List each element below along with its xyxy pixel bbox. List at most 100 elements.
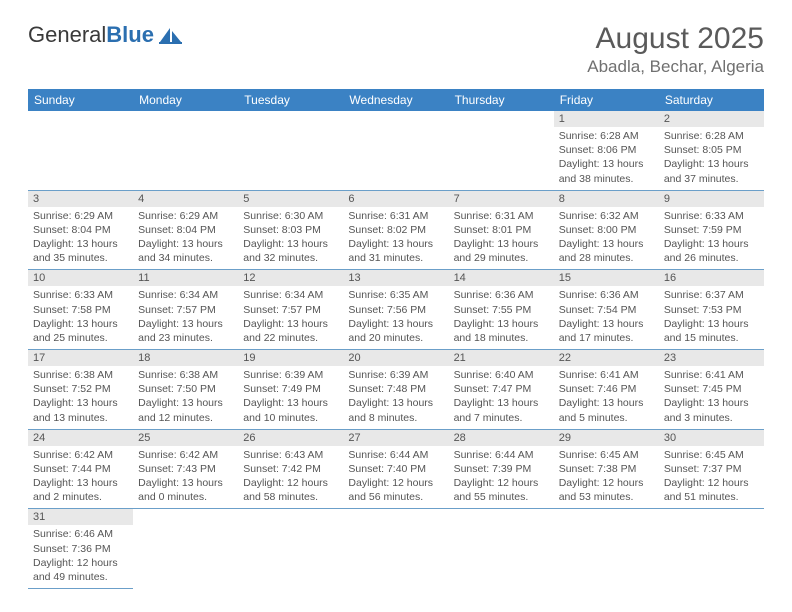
day-number: 28 bbox=[449, 430, 554, 446]
calendar-cell bbox=[554, 509, 659, 589]
calendar-cell bbox=[238, 111, 343, 190]
day-number: 15 bbox=[554, 270, 659, 286]
day-number: 11 bbox=[133, 270, 238, 286]
calendar-cell: 8Sunrise: 6:32 AMSunset: 8:00 PMDaylight… bbox=[554, 190, 659, 270]
calendar-cell: 10Sunrise: 6:33 AMSunset: 7:58 PMDayligh… bbox=[28, 270, 133, 350]
calendar-cell bbox=[343, 111, 448, 190]
day-details: Sunrise: 6:37 AMSunset: 7:53 PMDaylight:… bbox=[659, 286, 764, 349]
calendar-cell: 23Sunrise: 6:41 AMSunset: 7:45 PMDayligh… bbox=[659, 350, 764, 430]
day-details: Sunrise: 6:31 AMSunset: 8:01 PMDaylight:… bbox=[449, 207, 554, 270]
day-details: Sunrise: 6:33 AMSunset: 7:59 PMDaylight:… bbox=[659, 207, 764, 270]
weekday-header: Saturday bbox=[659, 89, 764, 111]
day-number: 13 bbox=[343, 270, 448, 286]
day-number: 19 bbox=[238, 350, 343, 366]
calendar-cell: 18Sunrise: 6:38 AMSunset: 7:50 PMDayligh… bbox=[133, 350, 238, 430]
calendar-cell bbox=[28, 111, 133, 190]
calendar-cell bbox=[449, 111, 554, 190]
calendar-cell: 16Sunrise: 6:37 AMSunset: 7:53 PMDayligh… bbox=[659, 270, 764, 350]
calendar-cell: 28Sunrise: 6:44 AMSunset: 7:39 PMDayligh… bbox=[449, 429, 554, 509]
day-number: 4 bbox=[133, 191, 238, 207]
day-number: 23 bbox=[659, 350, 764, 366]
calendar-cell: 14Sunrise: 6:36 AMSunset: 7:55 PMDayligh… bbox=[449, 270, 554, 350]
weekday-header: Wednesday bbox=[343, 89, 448, 111]
calendar-week-row: 24Sunrise: 6:42 AMSunset: 7:44 PMDayligh… bbox=[28, 429, 764, 509]
day-number: 21 bbox=[449, 350, 554, 366]
day-number: 12 bbox=[238, 270, 343, 286]
calendar-cell: 25Sunrise: 6:42 AMSunset: 7:43 PMDayligh… bbox=[133, 429, 238, 509]
calendar-cell: 5Sunrise: 6:30 AMSunset: 8:03 PMDaylight… bbox=[238, 190, 343, 270]
day-number: 1 bbox=[554, 111, 659, 127]
calendar-cell: 1Sunrise: 6:28 AMSunset: 8:06 PMDaylight… bbox=[554, 111, 659, 190]
calendar-cell: 12Sunrise: 6:34 AMSunset: 7:57 PMDayligh… bbox=[238, 270, 343, 350]
day-details: Sunrise: 6:40 AMSunset: 7:47 PMDaylight:… bbox=[449, 366, 554, 429]
day-number: 31 bbox=[28, 509, 133, 525]
day-details: Sunrise: 6:42 AMSunset: 7:43 PMDaylight:… bbox=[133, 446, 238, 509]
weekday-header: Sunday bbox=[28, 89, 133, 111]
day-details: Sunrise: 6:35 AMSunset: 7:56 PMDaylight:… bbox=[343, 286, 448, 349]
calendar-cell: 24Sunrise: 6:42 AMSunset: 7:44 PMDayligh… bbox=[28, 429, 133, 509]
day-number: 3 bbox=[28, 191, 133, 207]
calendar-week-row: 10Sunrise: 6:33 AMSunset: 7:58 PMDayligh… bbox=[28, 270, 764, 350]
day-number: 27 bbox=[343, 430, 448, 446]
day-details: Sunrise: 6:45 AMSunset: 7:38 PMDaylight:… bbox=[554, 446, 659, 509]
weekday-header: Monday bbox=[133, 89, 238, 111]
calendar-cell: 17Sunrise: 6:38 AMSunset: 7:52 PMDayligh… bbox=[28, 350, 133, 430]
day-details: Sunrise: 6:43 AMSunset: 7:42 PMDaylight:… bbox=[238, 446, 343, 509]
title-block: August 2025 Abadla, Bechar, Algeria bbox=[587, 22, 764, 77]
weekday-header: Friday bbox=[554, 89, 659, 111]
day-details: Sunrise: 6:29 AMSunset: 8:04 PMDaylight:… bbox=[28, 207, 133, 270]
day-details: Sunrise: 6:41 AMSunset: 7:45 PMDaylight:… bbox=[659, 366, 764, 429]
weekday-header: Thursday bbox=[449, 89, 554, 111]
calendar-cell: 6Sunrise: 6:31 AMSunset: 8:02 PMDaylight… bbox=[343, 190, 448, 270]
header-row: GeneralBlue August 2025 Abadla, Bechar, … bbox=[28, 22, 764, 77]
calendar-week-row: 31Sunrise: 6:46 AMSunset: 7:36 PMDayligh… bbox=[28, 509, 764, 589]
day-number: 7 bbox=[449, 191, 554, 207]
day-details: Sunrise: 6:38 AMSunset: 7:52 PMDaylight:… bbox=[28, 366, 133, 429]
calendar-cell: 29Sunrise: 6:45 AMSunset: 7:38 PMDayligh… bbox=[554, 429, 659, 509]
location-subtitle: Abadla, Bechar, Algeria bbox=[587, 57, 764, 77]
calendar-cell: 31Sunrise: 6:46 AMSunset: 7:36 PMDayligh… bbox=[28, 509, 133, 589]
calendar-cell: 3Sunrise: 6:29 AMSunset: 8:04 PMDaylight… bbox=[28, 190, 133, 270]
day-details: Sunrise: 6:42 AMSunset: 7:44 PMDaylight:… bbox=[28, 446, 133, 509]
calendar-cell bbox=[133, 111, 238, 190]
day-details: Sunrise: 6:44 AMSunset: 7:39 PMDaylight:… bbox=[449, 446, 554, 509]
day-number: 2 bbox=[659, 111, 764, 127]
day-number: 25 bbox=[133, 430, 238, 446]
day-number: 6 bbox=[343, 191, 448, 207]
day-number: 20 bbox=[343, 350, 448, 366]
calendar-week-row: 17Sunrise: 6:38 AMSunset: 7:52 PMDayligh… bbox=[28, 350, 764, 430]
calendar-page: GeneralBlue August 2025 Abadla, Bechar, … bbox=[0, 0, 792, 589]
month-title: August 2025 bbox=[587, 22, 764, 55]
weekday-header-row: Sunday Monday Tuesday Wednesday Thursday… bbox=[28, 89, 764, 111]
day-details: Sunrise: 6:36 AMSunset: 7:54 PMDaylight:… bbox=[554, 286, 659, 349]
calendar-cell bbox=[659, 509, 764, 589]
day-details: Sunrise: 6:30 AMSunset: 8:03 PMDaylight:… bbox=[238, 207, 343, 270]
calendar-cell: 26Sunrise: 6:43 AMSunset: 7:42 PMDayligh… bbox=[238, 429, 343, 509]
day-number: 10 bbox=[28, 270, 133, 286]
calendar-cell: 2Sunrise: 6:28 AMSunset: 8:05 PMDaylight… bbox=[659, 111, 764, 190]
calendar-cell: 20Sunrise: 6:39 AMSunset: 7:48 PMDayligh… bbox=[343, 350, 448, 430]
logo: GeneralBlue bbox=[28, 22, 184, 48]
calendar-cell: 7Sunrise: 6:31 AMSunset: 8:01 PMDaylight… bbox=[449, 190, 554, 270]
day-details: Sunrise: 6:32 AMSunset: 8:00 PMDaylight:… bbox=[554, 207, 659, 270]
day-details: Sunrise: 6:39 AMSunset: 7:48 PMDaylight:… bbox=[343, 366, 448, 429]
day-details: Sunrise: 6:28 AMSunset: 8:06 PMDaylight:… bbox=[554, 127, 659, 190]
calendar-cell: 4Sunrise: 6:29 AMSunset: 8:04 PMDaylight… bbox=[133, 190, 238, 270]
calendar-week-row: 1Sunrise: 6:28 AMSunset: 8:06 PMDaylight… bbox=[28, 111, 764, 190]
calendar-table: Sunday Monday Tuesday Wednesday Thursday… bbox=[28, 89, 764, 589]
day-number: 22 bbox=[554, 350, 659, 366]
logo-text-blue: Blue bbox=[106, 22, 154, 48]
calendar-cell: 30Sunrise: 6:45 AMSunset: 7:37 PMDayligh… bbox=[659, 429, 764, 509]
day-details: Sunrise: 6:39 AMSunset: 7:49 PMDaylight:… bbox=[238, 366, 343, 429]
calendar-cell: 19Sunrise: 6:39 AMSunset: 7:49 PMDayligh… bbox=[238, 350, 343, 430]
day-number: 5 bbox=[238, 191, 343, 207]
day-number: 16 bbox=[659, 270, 764, 286]
calendar-cell bbox=[133, 509, 238, 589]
calendar-cell: 21Sunrise: 6:40 AMSunset: 7:47 PMDayligh… bbox=[449, 350, 554, 430]
day-details: Sunrise: 6:31 AMSunset: 8:02 PMDaylight:… bbox=[343, 207, 448, 270]
day-details: Sunrise: 6:28 AMSunset: 8:05 PMDaylight:… bbox=[659, 127, 764, 190]
calendar-week-row: 3Sunrise: 6:29 AMSunset: 8:04 PMDaylight… bbox=[28, 190, 764, 270]
day-number: 8 bbox=[554, 191, 659, 207]
day-details: Sunrise: 6:34 AMSunset: 7:57 PMDaylight:… bbox=[238, 286, 343, 349]
day-details: Sunrise: 6:41 AMSunset: 7:46 PMDaylight:… bbox=[554, 366, 659, 429]
